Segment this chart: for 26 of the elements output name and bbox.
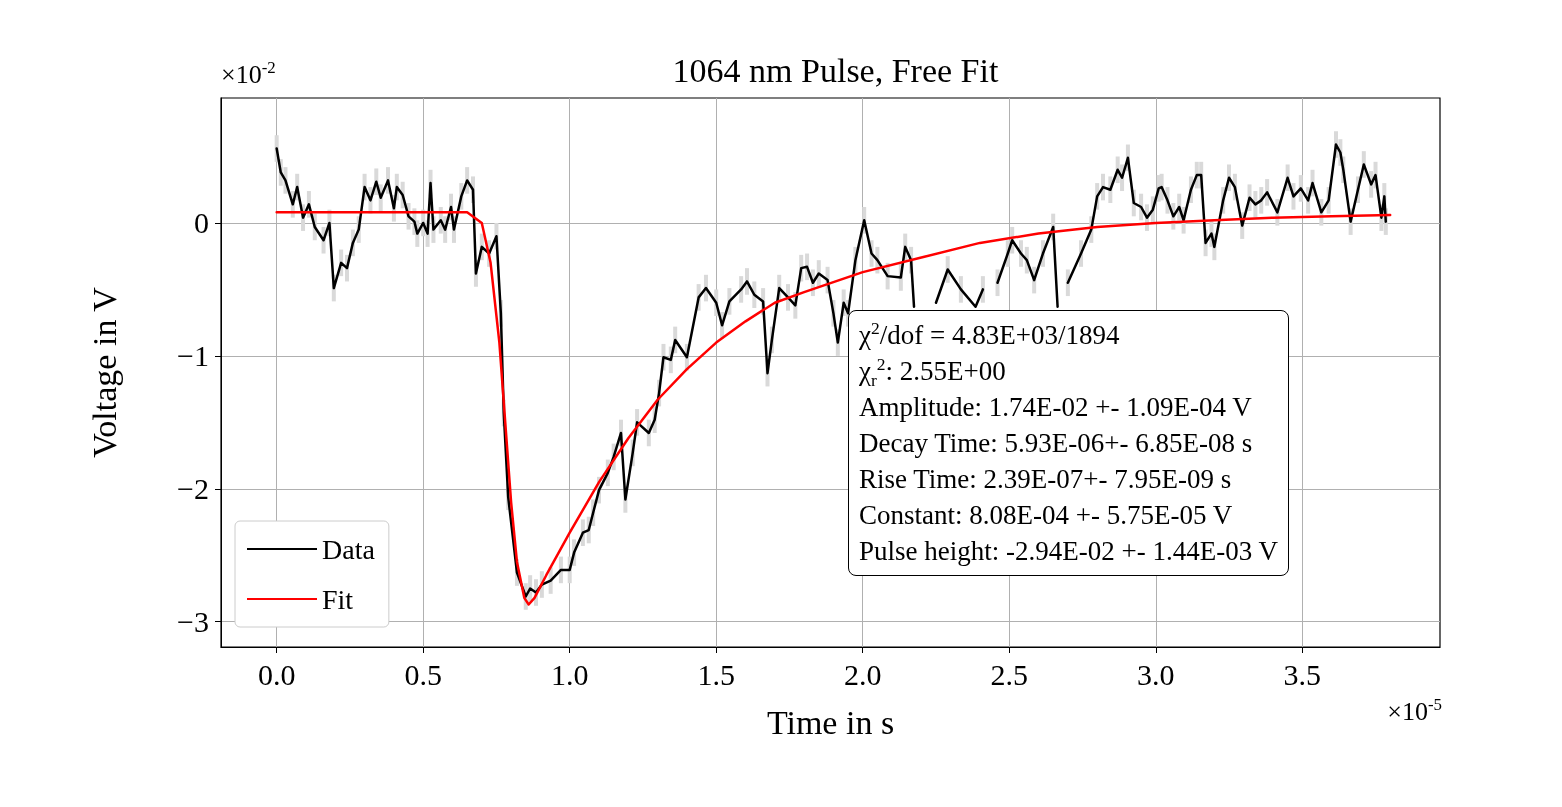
y-tick-label: 0 (194, 206, 209, 240)
x-axis-title: Time in s (766, 703, 895, 741)
annotation: Pulse height: -2.94E-02 +- 1.44E-03 V (859, 535, 1278, 568)
text: ×10$^{-2}$ (221, 58, 276, 90)
x-tick-label: 1.5 (697, 657, 735, 691)
legend-label: Fit (322, 583, 354, 615)
x-tick-label: 2.5 (990, 657, 1028, 691)
chart-title: 1064 nm Pulse, Free Fit (672, 51, 999, 89)
x-tick-label: 0.5 (404, 657, 442, 691)
y-tick-label: −2 (177, 472, 209, 506)
annotation: Amplitude: 1.74E-02 +- 1.09E-04 V (859, 391, 1253, 424)
x-tick-label: 3.5 (1283, 657, 1322, 691)
y-axis-title: Voltage in V (85, 286, 123, 458)
y-tick-label: −1 (177, 339, 209, 373)
y-tick-label: −3 (177, 605, 209, 639)
x-tick-label: 3.0 (1137, 657, 1175, 691)
annotation: Constant: 8.08E-04 +- 5.75E-05 V (859, 499, 1234, 532)
legend-label: Data (322, 533, 376, 565)
annotation: χ$_{r}$$^{2}$: 2.55E+00 (859, 353, 1007, 391)
x-tick-label: 1.0 (550, 657, 589, 691)
annotation: Decay Time: 5.93E-06+- 6.85E-08 s (859, 427, 1254, 460)
x-tick-label: 2.0 (843, 657, 882, 691)
text: ×10$^{-5}$ (1387, 695, 1442, 727)
annotation: Rise Time: 2.39E-07+- 7.95E-09 s (859, 463, 1233, 496)
x-tick-label: 0.0 (257, 657, 296, 691)
annotation: χ$^{2}$/dof = 4.83E+03/1894 (859, 317, 1121, 352)
